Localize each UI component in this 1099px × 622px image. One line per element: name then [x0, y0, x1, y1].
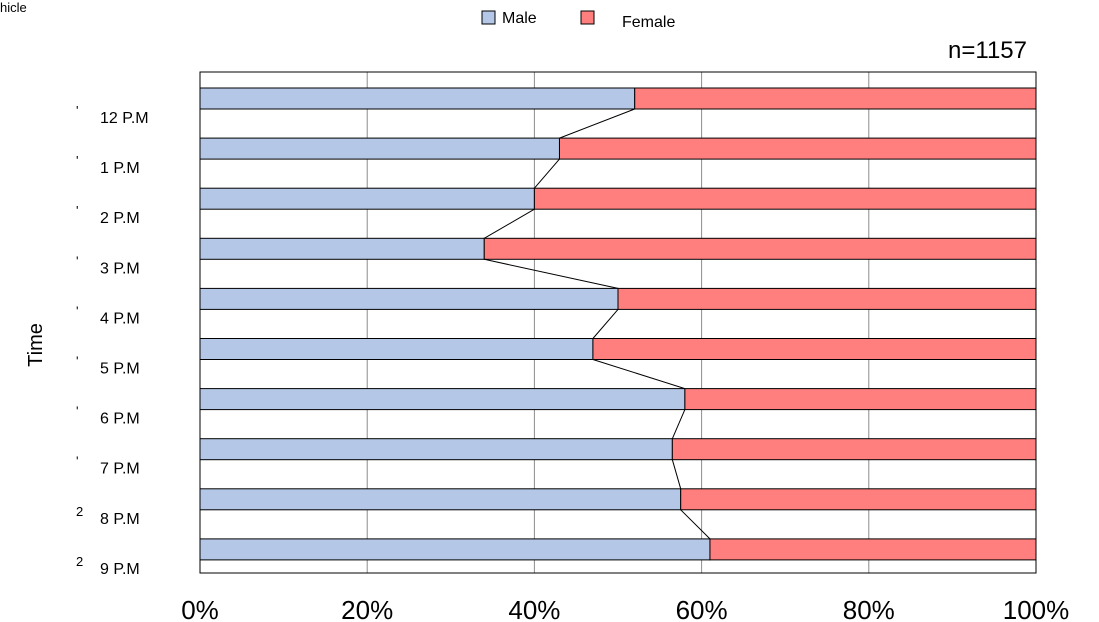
bar-male [199, 187, 535, 210]
category-label: 1 P.M [100, 160, 140, 177]
plot-frame [199, 71, 1037, 574]
corner-label: hicle [0, 0, 27, 15]
row-glyph: ' [76, 203, 78, 218]
x-tick-label: 80% [843, 595, 895, 622]
legend-label-female: Female [622, 14, 675, 31]
bar-female [533, 187, 1037, 210]
connector-line [483, 208, 535, 239]
bar-male [199, 488, 682, 511]
row-glyph: ' [76, 454, 78, 469]
category-label: 5 P.M [100, 361, 140, 378]
bar-male [199, 538, 711, 561]
x-tick-label: 40% [508, 595, 560, 622]
category-label: 8 P.M [100, 511, 140, 528]
row-glyph: 2 [76, 554, 83, 569]
bar-female [680, 488, 1037, 511]
connector-line [484, 258, 619, 289]
category-label: 9 P.M [100, 561, 140, 578]
legend-label-male: Male [502, 10, 537, 27]
x-tick-label: 20% [341, 595, 393, 622]
x-tick-label: 100% [1003, 595, 1070, 622]
connector-line [680, 509, 711, 540]
connector-line [592, 309, 619, 339]
bar-male [199, 388, 686, 411]
bar-female [558, 137, 1037, 160]
connector-line [671, 409, 686, 439]
bar-male [199, 237, 485, 260]
sample-size-annotation: n=1157 [948, 37, 1027, 64]
category-label: 2 P.M [100, 210, 140, 227]
x-tick-label: 60% [676, 595, 728, 622]
x-tick-label: 0% [181, 595, 219, 622]
bar-female [684, 388, 1037, 411]
bar-male [199, 438, 673, 461]
bar-female [617, 287, 1037, 310]
bar-female [709, 538, 1037, 561]
row-glyph: ' [76, 303, 78, 318]
bar-female [634, 87, 1037, 110]
bar-female [483, 237, 1037, 260]
bar-male [199, 87, 636, 110]
connector-line [671, 459, 682, 489]
legend-swatch-male [481, 10, 496, 25]
bar-male [199, 338, 594, 360]
bar-female [671, 438, 1037, 461]
row-glyph: ' [76, 354, 78, 369]
row-glyph: ' [76, 404, 78, 419]
bar-female [592, 338, 1037, 360]
row-glyph: ' [76, 153, 78, 168]
bar-male [199, 137, 560, 160]
row-glyph: ' [76, 253, 78, 268]
y-axis-label: Time [25, 323, 47, 367]
category-label: 7 P.M [100, 461, 140, 478]
category-label: 12 P.M [100, 110, 149, 127]
row-glyph: ' [76, 103, 78, 118]
row-glyph: 2 [76, 504, 83, 519]
connector-line [592, 359, 686, 390]
category-label: 3 P.M [100, 260, 140, 277]
connector-line [534, 158, 560, 189]
connector-line [559, 108, 635, 139]
bar-male [199, 287, 619, 310]
legend-swatch-female [580, 10, 595, 25]
category-label: 6 P.M [100, 411, 140, 428]
category-label: 4 P.M [100, 310, 140, 327]
